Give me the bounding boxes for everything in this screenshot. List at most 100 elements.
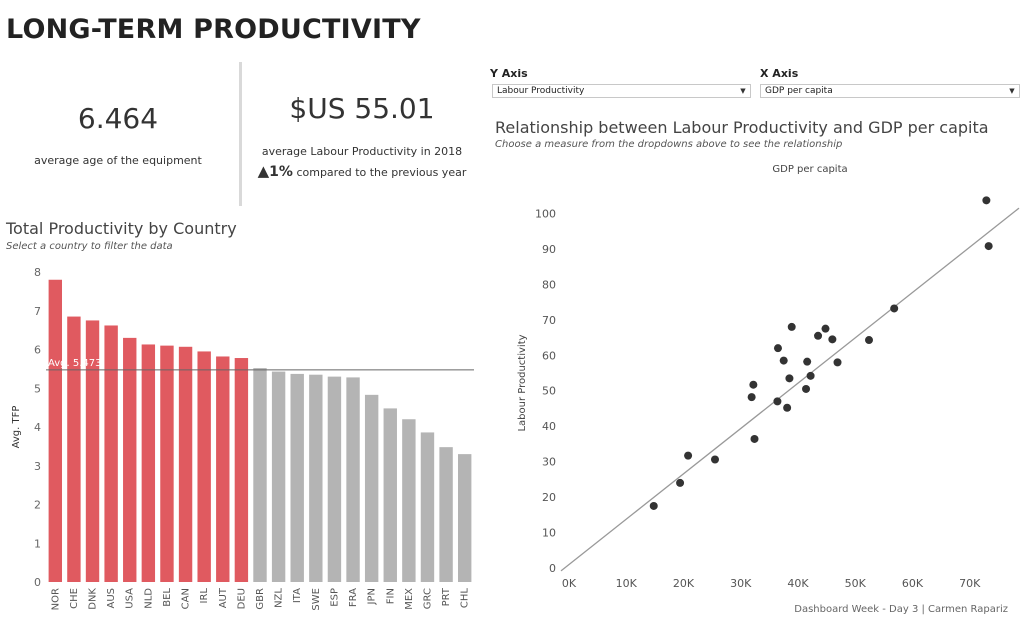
y-tick-label: 70 [542, 314, 556, 327]
bar-dnk[interactable] [85, 320, 100, 582]
scatter-point[interactable] [649, 501, 658, 510]
bar-deu[interactable] [234, 358, 249, 582]
scatter-point[interactable] [783, 403, 792, 412]
x-tick-label: JPN [367, 588, 378, 605]
y-tick-label: 10 [542, 527, 556, 540]
bar-chart-title: Total Productivity by Country [6, 219, 237, 238]
y-tick-label: 6 [34, 344, 41, 357]
scatter-point[interactable] [773, 344, 782, 353]
bar-irl[interactable] [197, 351, 211, 582]
bar-aus[interactable] [104, 325, 118, 582]
scatter-point[interactable] [785, 374, 794, 383]
x-tick-label: CHE [69, 588, 80, 609]
y-tick-label: 50 [542, 385, 556, 398]
bar-chl[interactable] [457, 454, 472, 582]
scatter-point[interactable] [803, 357, 812, 366]
kpi-labour-change: ▲1% compared to the previous year [252, 162, 472, 180]
x-axis-dropdown[interactable]: GDP per capita ▼ [760, 84, 1020, 98]
scatter-point[interactable] [890, 304, 899, 313]
scatter-point[interactable] [747, 393, 756, 402]
x-tick-label: ESP [329, 588, 340, 607]
y-axis-selected-value: Labour Productivity [497, 86, 585, 96]
scatter-point[interactable] [676, 478, 685, 487]
scatter-point[interactable] [806, 371, 815, 380]
x-tick-label: BEL [162, 588, 173, 607]
y-tick-label: 8 [34, 266, 41, 279]
productivity-scatter-chart[interactable]: GDP per capita 0 10 20 30 40 50 60 70 80 90 100 0K 10… [495, 155, 1024, 595]
y-tick-label: 100 [535, 207, 556, 220]
x-tick-label: AUT [218, 587, 229, 608]
bar-fin[interactable] [383, 408, 397, 582]
bar-nor[interactable] [48, 279, 63, 582]
x-tick-label: ITA [292, 588, 303, 603]
bar-gbr[interactable] [253, 368, 267, 582]
x-tick-label: 0K [562, 577, 577, 590]
x-tick-label: 40K [787, 577, 809, 590]
y-tick-label: 4 [34, 421, 41, 434]
bar-esp[interactable] [327, 376, 342, 582]
scatter-point[interactable] [982, 196, 991, 205]
y-tick-label: 7 [34, 305, 41, 318]
chevron-down-icon[interactable]: ▼ [740, 87, 746, 95]
y-tick-label: 2 [34, 499, 41, 512]
bar-aut[interactable] [216, 356, 230, 582]
scatter-point[interactable] [814, 331, 823, 340]
bar-ita[interactable] [290, 373, 304, 582]
x-tick-label: CAN [181, 588, 192, 609]
up-arrow-icon: ▲ [257, 162, 270, 180]
bar-grc[interactable] [420, 432, 435, 582]
x-tick-label: FIN [385, 588, 396, 604]
scatter-point[interactable] [865, 336, 874, 345]
y-tick-label: 3 [34, 460, 41, 473]
scatter-chart-title: Relationship between Labour Productivity… [495, 118, 989, 137]
chevron-down-icon[interactable]: ▼ [1009, 87, 1015, 95]
scatter-point[interactable] [833, 358, 842, 367]
scatter-point[interactable] [787, 322, 796, 331]
x-tick-label: GBR [255, 588, 266, 610]
x-tick-label: DEU [236, 588, 247, 609]
bar-nzl[interactable] [271, 371, 286, 582]
bar-nld[interactable] [141, 344, 156, 582]
y-tick-label: 20 [542, 491, 556, 504]
scatter-point[interactable] [684, 451, 693, 460]
average-reference-label: Avg. 5.473 [48, 358, 102, 369]
x-tick-label: MEX [404, 588, 415, 610]
scatter-point[interactable] [773, 397, 782, 406]
trend-line [560, 207, 1020, 572]
x-tick-label: IRL [199, 588, 210, 604]
scatter-point[interactable] [711, 455, 720, 464]
x-tick-label: 10K [616, 577, 638, 590]
y-tick-label: 90 [542, 243, 556, 256]
x-axis-dropdown-label: X Axis [760, 67, 799, 80]
scatter-point[interactable] [828, 335, 837, 344]
y-tick-label: 40 [542, 420, 556, 433]
scatter-point[interactable] [821, 324, 830, 333]
bar-fra[interactable] [346, 377, 360, 582]
bar-mex[interactable] [402, 419, 416, 582]
bar-swe[interactable] [309, 374, 323, 582]
scatter-point[interactable] [984, 242, 993, 251]
kpi-labour-productivity-value: $US 55.01 [289, 92, 435, 125]
y-tick-label: 5 [34, 382, 41, 395]
x-tick-label: 20K [673, 577, 695, 590]
x-tick-label: 70K [959, 577, 981, 590]
bar-can[interactable] [178, 346, 193, 582]
x-tick-label: FRA [348, 588, 359, 607]
x-tick-label: NZL [274, 588, 285, 608]
scatter-point[interactable] [749, 380, 758, 389]
scatter-point[interactable] [779, 356, 788, 365]
x-tick-label: AUS [106, 588, 117, 609]
bar-jpn[interactable] [364, 394, 379, 582]
bar-usa[interactable] [123, 337, 137, 582]
y-axis-dropdown[interactable]: Labour Productivity ▼ [492, 84, 751, 98]
scatter-point[interactable] [750, 434, 759, 443]
y-axis-label: Avg. TFP [11, 406, 22, 449]
bar-bel[interactable] [160, 345, 174, 582]
x-tick-label: NLD [143, 588, 154, 609]
scatter-point[interactable] [802, 384, 811, 393]
y-tick-label: 30 [542, 456, 556, 469]
kpi-divider [239, 62, 242, 206]
bar-che[interactable] [67, 316, 81, 582]
bar-prt[interactable] [439, 447, 453, 582]
tfp-bar-chart[interactable]: 0 1 2 3 4 5 6 7 8 Avg. TFP NOR CHE DNK AUS USA NLD BEL CA… [0, 258, 485, 621]
